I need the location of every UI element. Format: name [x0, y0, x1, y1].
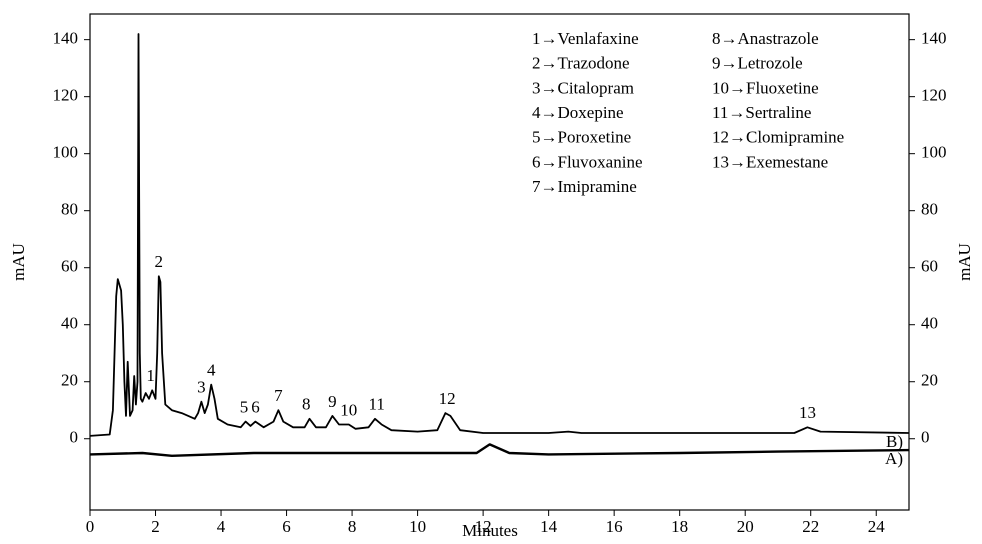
y-tick-label: 140: [53, 29, 79, 48]
y2-tick-label: 60: [921, 257, 938, 276]
peak-label: 1: [146, 366, 155, 385]
y2-tick-label: 140: [921, 29, 947, 48]
legend-entry: 7→Imipramine: [532, 177, 637, 196]
y-tick-label: 40: [61, 314, 78, 333]
peak-label: 12: [439, 389, 456, 408]
y-tick-label: 60: [61, 257, 78, 276]
y-axis-label: mAU: [9, 243, 28, 281]
y2-axis-label: mAU: [955, 243, 974, 281]
legend-entry: 8→Anastrazole: [712, 29, 819, 48]
x-tick-label: 0: [86, 517, 95, 536]
x-tick-label: 12: [475, 517, 492, 536]
x-tick-label: 4: [217, 517, 226, 536]
legend-entry: 11→Sertraline: [712, 103, 811, 122]
x-tick-label: 2: [151, 517, 160, 536]
y2-tick-label: 0: [921, 428, 930, 447]
peak-label: 4: [207, 360, 216, 379]
legend-entry: 9→Letrozole: [712, 54, 803, 73]
trace: [89, 33, 910, 437]
peak-label: 8: [302, 395, 311, 414]
peak-label: 3: [197, 378, 206, 397]
peak-label: 6: [251, 398, 260, 417]
x-tick-label: 22: [802, 517, 819, 536]
x-tick-label: 10: [409, 517, 426, 536]
peak-label: 11: [368, 395, 384, 414]
legend-entry: 10→Fluoxetine: [712, 78, 819, 97]
x-tick-label: 6: [282, 517, 291, 536]
legend-entry: 13→Exemestane: [712, 152, 828, 171]
series-label: B): [886, 432, 903, 451]
y-tick-label: 20: [61, 371, 78, 390]
y2-tick-label: 80: [921, 200, 938, 219]
legend-entry: 1→Venlafaxine: [532, 29, 639, 48]
y-tick-label: 0: [70, 428, 79, 447]
plot-frame: [89, 13, 910, 511]
peak-label: 13: [799, 403, 816, 422]
legend-entry: 6→Fluvoxanine: [532, 152, 643, 171]
legend-entry: 4→Doxepine: [532, 103, 624, 122]
peak-label: 5: [240, 398, 249, 417]
x-tick-label: 8: [348, 517, 357, 536]
peak-label: 2: [155, 252, 164, 271]
x-tick-label: 14: [540, 517, 558, 536]
y-tick-label: 80: [61, 200, 78, 219]
legend-entry: 12→Clomipramine: [712, 128, 844, 147]
y2-tick-label: 40: [921, 314, 938, 333]
peak-label: 9: [328, 392, 337, 411]
legend-entry: 2→Trazodone: [532, 54, 630, 73]
y2-tick-label: 100: [921, 143, 947, 162]
legend-entry: 3→Citalopram: [532, 78, 634, 97]
peak-label: 7: [274, 386, 283, 405]
y-tick-label: 120: [53, 86, 79, 105]
y-tick-label: 100: [53, 143, 79, 162]
y2-tick-label: 120: [921, 86, 947, 105]
trace: [89, 443, 910, 457]
x-tick-label: 24: [868, 517, 886, 536]
series-label: A): [885, 449, 903, 468]
x-tick-label: 18: [671, 517, 688, 536]
x-tick-label: 20: [737, 517, 754, 536]
x-axis-label: Minutes: [462, 521, 518, 540]
legend-entry: 5→Poroxetine: [532, 128, 631, 147]
x-tick-label: 16: [606, 517, 623, 536]
peak-label: 10: [340, 400, 357, 419]
y2-tick-label: 20: [921, 371, 938, 390]
